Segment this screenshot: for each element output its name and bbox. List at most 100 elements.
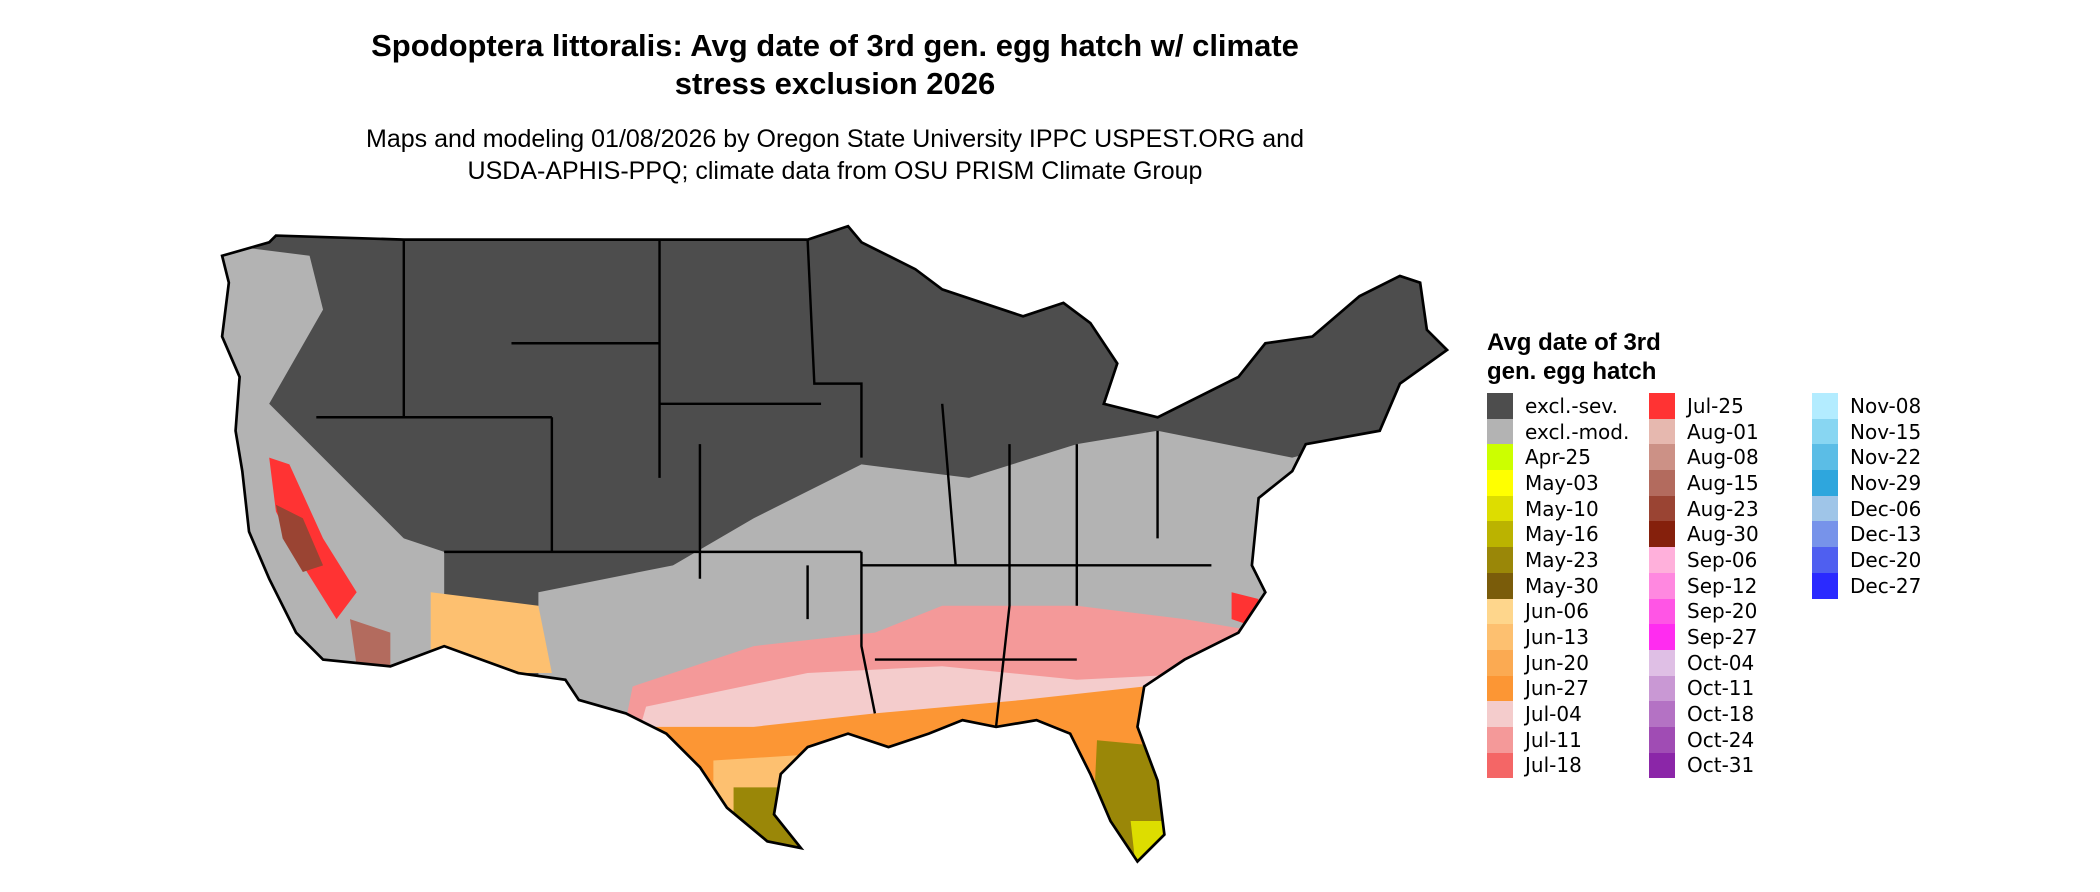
legend-swatch bbox=[1649, 470, 1675, 496]
legend-title-line-1: Avg date of 3rd bbox=[1487, 329, 1661, 356]
may-23-florida bbox=[1090, 740, 1172, 862]
legend-item: May-16 bbox=[1487, 521, 1629, 548]
legend-label: Dec-20 bbox=[1850, 547, 1922, 572]
legend-item: Jun-27 bbox=[1487, 675, 1629, 702]
legend-swatch bbox=[1487, 624, 1513, 650]
legend-label: Sep-20 bbox=[1687, 599, 1758, 624]
legend-label: Aug-01 bbox=[1687, 419, 1759, 444]
legend-swatch bbox=[1487, 521, 1513, 548]
legend-item: Nov-22 bbox=[1812, 444, 1922, 471]
legend-item: Aug-30 bbox=[1649, 521, 1759, 548]
legend-swatch bbox=[1812, 547, 1838, 573]
legend-label: May-10 bbox=[1525, 496, 1599, 521]
may-23-texas bbox=[733, 787, 808, 862]
legend-swatch bbox=[1487, 701, 1513, 727]
legend-item: excl.-mod. bbox=[1487, 418, 1630, 445]
legend-item: Nov-29 bbox=[1812, 470, 1921, 496]
legend-swatch bbox=[1812, 418, 1838, 445]
legend-swatch bbox=[1487, 675, 1513, 702]
aug-15-socal bbox=[349, 619, 391, 667]
legend-swatch bbox=[1812, 495, 1838, 522]
legend-swatch bbox=[1812, 393, 1838, 419]
map-title-line-2: stress exclusion 2026 bbox=[674, 66, 996, 101]
legend-label: Dec-13 bbox=[1850, 522, 1922, 547]
legend-item: Sep-06 bbox=[1649, 547, 1759, 573]
legend-swatch bbox=[1487, 726, 1513, 753]
legend-item: Apr-25 bbox=[1487, 444, 1629, 471]
legend-column-3: Nov-08 Nov-15 Nov-22 Nov-29 Dec-06 Dec-13 Dec-… bbox=[1812, 393, 1921, 599]
legend-item: Nov-08 bbox=[1812, 393, 1921, 419]
legend-label: Nov-22 bbox=[1850, 445, 1922, 470]
legend-label: Aug-08 bbox=[1687, 445, 1759, 470]
legend-item: Nov-15 bbox=[1812, 418, 1921, 445]
legend-label: excl.-mod. bbox=[1525, 419, 1630, 444]
legend-column-2: Jul-25 Aug-01 Aug-08 Aug-15 Aug-23 Aug-30 Sep-… bbox=[1649, 393, 1759, 779]
legend-label: Jun-06 bbox=[1525, 599, 1589, 624]
legend-swatch bbox=[1487, 418, 1513, 445]
legend-item: Jun-20 bbox=[1487, 649, 1629, 676]
legend-swatch bbox=[1649, 624, 1675, 650]
legend-label: Jul-25 bbox=[1687, 393, 1744, 418]
legend-swatch bbox=[1649, 393, 1675, 419]
legend-item: Oct-11 bbox=[1649, 675, 1759, 702]
legend-label: Nov-29 bbox=[1850, 470, 1922, 495]
legend-label: Oct-24 bbox=[1687, 727, 1755, 752]
legend-item: excl.-sev. bbox=[1487, 393, 1629, 419]
legend-swatch bbox=[1487, 598, 1513, 625]
legend-swatch bbox=[1812, 572, 1838, 599]
map-subtitle-line-1: Maps and modeling 01/08/2026 by Oregon S… bbox=[366, 125, 1304, 153]
legend-swatch bbox=[1649, 649, 1675, 676]
legend-title: Avg date of 3rd gen. egg hatch bbox=[1487, 328, 1661, 386]
legend-label: May-30 bbox=[1525, 573, 1599, 598]
legend-label: Oct-11 bbox=[1687, 676, 1755, 701]
legend-label: Sep-12 bbox=[1687, 573, 1758, 598]
legend-swatch bbox=[1487, 393, 1513, 419]
legend-item: Oct-31 bbox=[1649, 752, 1759, 779]
legend-item: Aug-23 bbox=[1649, 495, 1759, 522]
legend-swatch bbox=[1812, 444, 1838, 471]
map-title-line-1: Spodoptera littoralis: Avg date of 3rd g… bbox=[371, 28, 1299, 63]
legend-swatch bbox=[1649, 598, 1675, 625]
legend-swatch bbox=[1649, 572, 1675, 599]
legend-label: Oct-31 bbox=[1687, 753, 1755, 778]
legend-label: Jul-11 bbox=[1525, 727, 1582, 752]
legend-label: Jul-18 bbox=[1525, 753, 1582, 778]
legend-item: Jul-11 bbox=[1487, 726, 1629, 753]
map-fill bbox=[222, 226, 1447, 862]
legend-swatch bbox=[1649, 675, 1675, 702]
legend-label: excl.-sev. bbox=[1525, 393, 1618, 418]
legend-swatch bbox=[1649, 726, 1675, 753]
legend-swatch bbox=[1487, 547, 1513, 573]
jul-25-california bbox=[269, 457, 357, 620]
legend-item: Oct-04 bbox=[1649, 649, 1759, 676]
legend-label: Apr-25 bbox=[1525, 445, 1591, 470]
legend-item: Dec-06 bbox=[1812, 495, 1922, 522]
legend-item: Jul-18 bbox=[1487, 752, 1629, 779]
legend-label: Aug-30 bbox=[1687, 522, 1759, 547]
legend-item: Dec-27 bbox=[1812, 572, 1921, 599]
state-borders bbox=[221, 225, 1449, 863]
legend-label: Aug-15 bbox=[1687, 470, 1759, 495]
legend-label: Nov-08 bbox=[1850, 393, 1922, 418]
legend-label: May-03 bbox=[1525, 470, 1599, 495]
legend-label: Jul-04 bbox=[1525, 702, 1582, 727]
legend-item: Oct-24 bbox=[1649, 726, 1759, 753]
legend-swatch bbox=[1487, 572, 1513, 599]
legend-swatch bbox=[1487, 495, 1513, 522]
legend-item: Aug-15 bbox=[1649, 470, 1759, 496]
legend-item: May-30 bbox=[1487, 572, 1629, 599]
legend-swatch bbox=[1812, 521, 1838, 548]
legend-item: Sep-27 bbox=[1649, 624, 1759, 650]
legend-item: Oct-18 bbox=[1649, 701, 1759, 727]
legend-swatch bbox=[1812, 470, 1838, 496]
legend-label: Oct-04 bbox=[1687, 650, 1755, 675]
aug-23-california bbox=[275, 504, 324, 573]
legend-item: Sep-20 bbox=[1649, 598, 1759, 625]
legend-swatch bbox=[1487, 444, 1513, 471]
legend-label: Dec-06 bbox=[1850, 496, 1922, 521]
legend-swatch bbox=[1649, 701, 1675, 727]
legend-title-line-2: gen. egg hatch bbox=[1487, 358, 1657, 385]
legend-swatch bbox=[1487, 649, 1513, 676]
legend-label: Jun-13 bbox=[1525, 625, 1589, 650]
